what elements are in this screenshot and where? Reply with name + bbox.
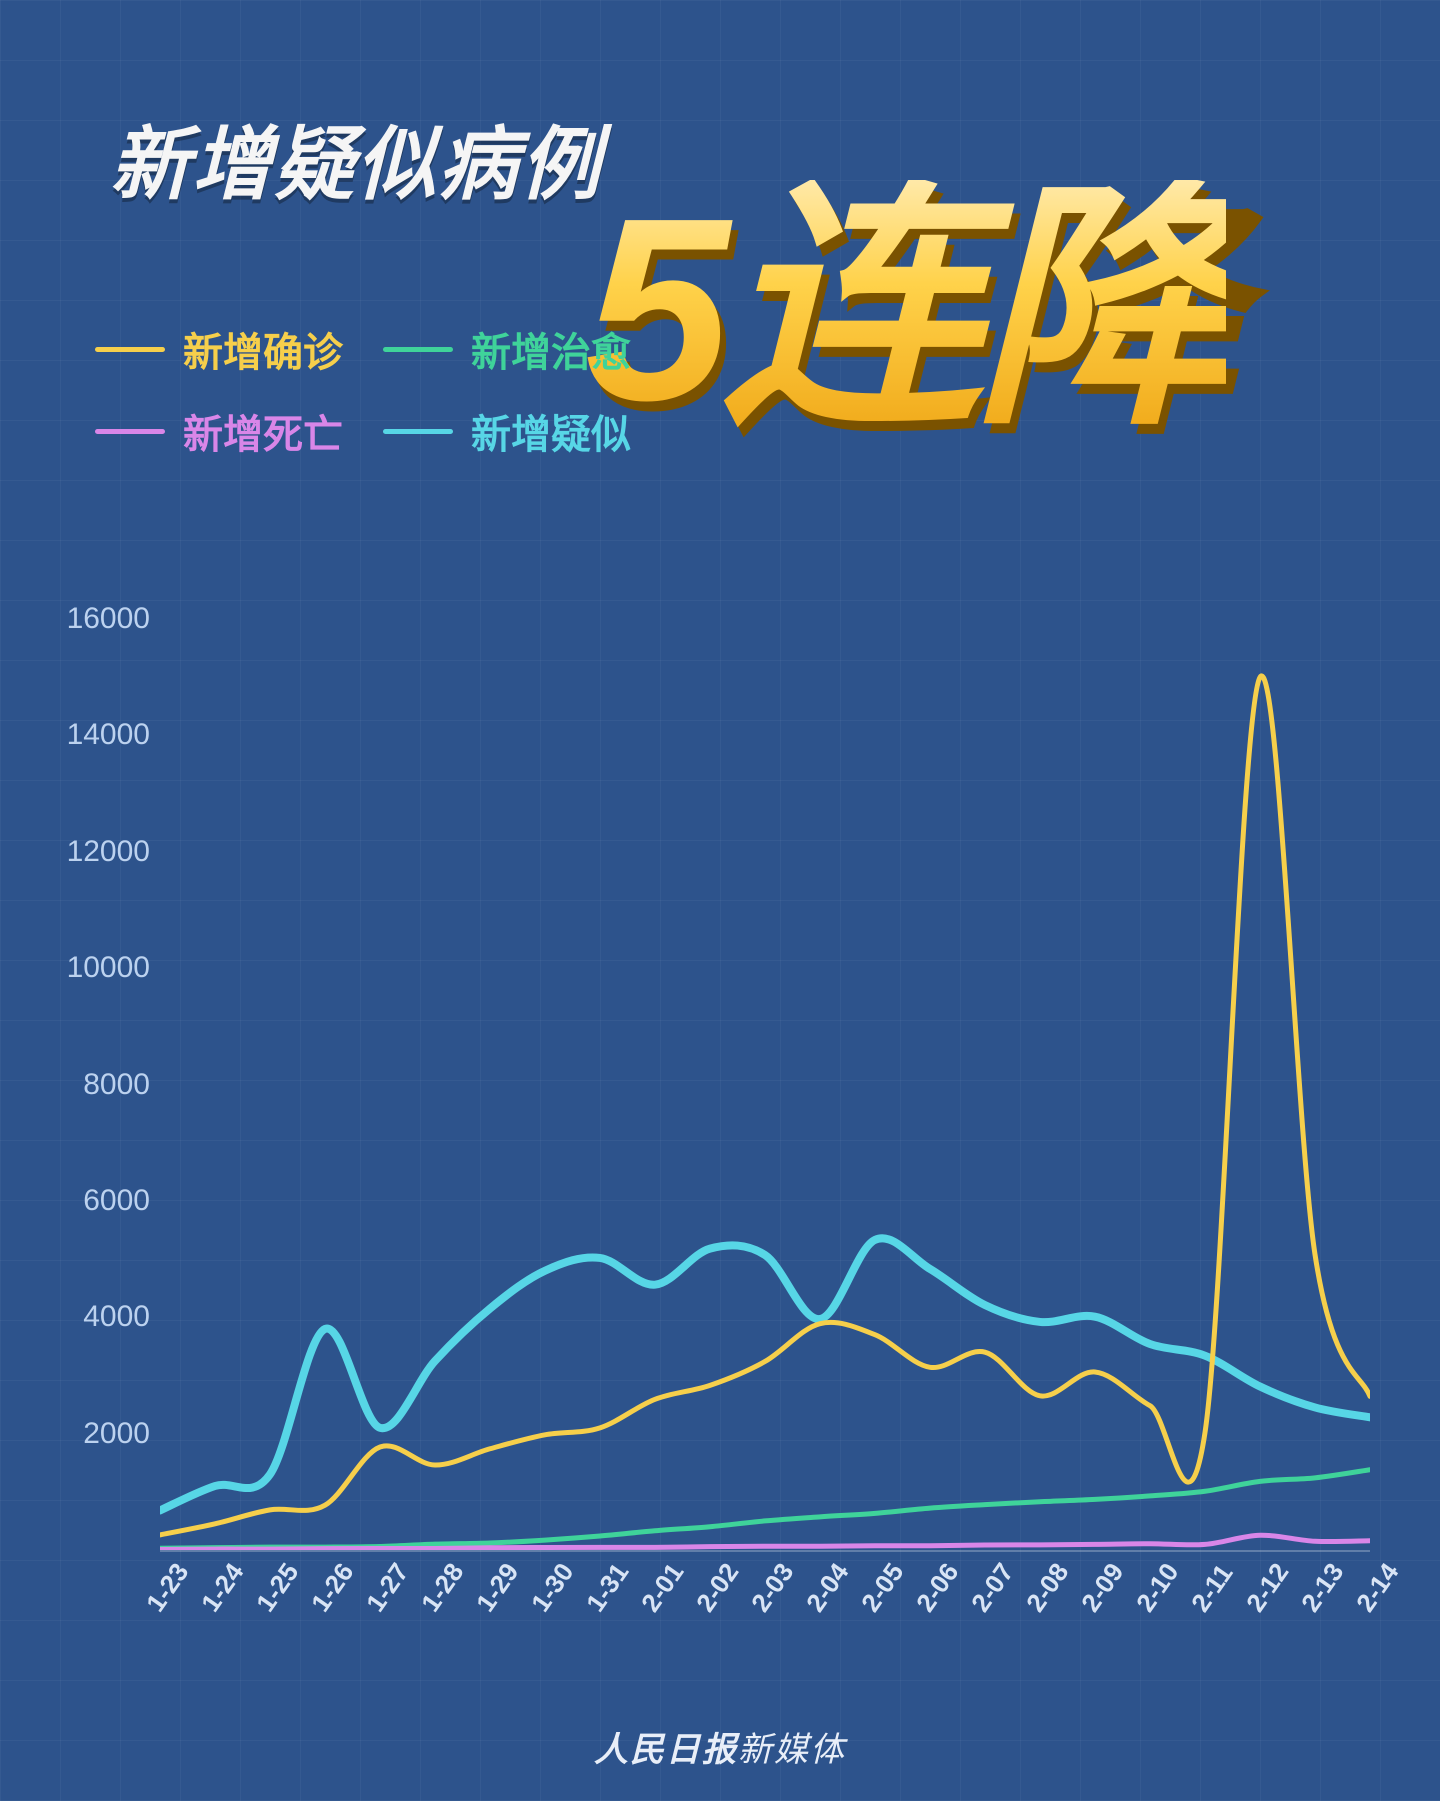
legend: 新增确诊 新增治愈新增死亡 新增疑似: [95, 320, 631, 460]
legend-item: 新增疑似: [383, 402, 631, 460]
footer-brand: 人民日报新媒体: [0, 1722, 1440, 1771]
x-tick-label: 2-03: [745, 1557, 800, 1617]
series-line: [160, 1238, 1370, 1510]
x-baseline: [160, 1550, 1370, 1552]
x-tick-label: 1-31: [580, 1557, 635, 1617]
x-tick-label: 1-27: [360, 1557, 415, 1617]
x-tick-label: 2-01: [635, 1557, 690, 1617]
legend-item: 新增治愈: [383, 320, 631, 378]
y-tick-label: 2000: [50, 1417, 150, 1451]
legend-swatch: [95, 347, 165, 352]
legend-swatch: [383, 429, 453, 434]
x-tick-label: 1-24: [195, 1557, 250, 1617]
x-tick-label: 2-09: [1075, 1557, 1130, 1617]
x-tick-label: 1-26: [305, 1557, 360, 1617]
legend-item: 新增确诊: [95, 320, 343, 378]
y-tick-label: 10000: [50, 951, 150, 985]
y-tick-label: 16000: [50, 602, 150, 636]
footer-brand-bold: 人民日报: [594, 1731, 738, 1769]
x-tick-label: 2-12: [1240, 1557, 1295, 1617]
x-tick-label: 2-10: [1130, 1557, 1185, 1617]
y-axis: 2000 4000 6000 8000 10000 12000 14000 16000: [50, 590, 160, 1630]
plot-area: [160, 590, 1370, 1550]
legend-swatch: [383, 347, 453, 352]
series-line: [160, 1535, 1370, 1549]
x-tick-label: 2-04: [800, 1557, 855, 1617]
x-tick-label: 2-14: [1350, 1557, 1405, 1617]
legend-label: 新增死亡: [183, 402, 343, 460]
y-tick-label: 8000: [50, 1068, 150, 1102]
x-tick-label: 2-11: [1185, 1559, 1239, 1618]
series-line: [160, 676, 1370, 1535]
x-tick-label: 2-07: [965, 1557, 1020, 1617]
x-tick-label: 2-06: [910, 1557, 965, 1617]
y-tick-label: 4000: [50, 1300, 150, 1334]
chart: 2000 4000 6000 8000 10000 12000 14000 16000 1-2…: [50, 590, 1390, 1630]
legend-label: 新增疑似: [471, 402, 631, 460]
x-tick-label: 2-02: [690, 1557, 745, 1617]
page-title: 新增疑似病例: [110, 100, 602, 216]
line-series-svg: [160, 590, 1370, 1550]
legend-item: 新增死亡: [95, 402, 343, 460]
legend-label: 新增确诊: [183, 320, 343, 378]
x-tick-label: 2-08: [1020, 1557, 1075, 1617]
x-tick-label: 1-28: [415, 1557, 470, 1617]
headline-number: 5连降: [585, 180, 1226, 440]
y-tick-label: 6000: [50, 1184, 150, 1218]
x-tick-label: 2-13: [1295, 1557, 1350, 1617]
y-tick-label: 14000: [50, 718, 150, 752]
x-tick-label: 2-05: [855, 1557, 910, 1617]
x-tick-label: 1-29: [470, 1557, 525, 1617]
legend-swatch: [95, 429, 165, 434]
x-axis: 1-231-241-251-261-271-281-291-301-312-01…: [160, 1555, 1370, 1645]
y-tick-label: 12000: [50, 835, 150, 869]
x-tick-label: 1-30: [525, 1557, 580, 1617]
legend-label: 新增治愈: [471, 320, 631, 378]
x-tick-label: 1-25: [250, 1557, 305, 1617]
footer-brand-light: 新媒体: [738, 1731, 846, 1769]
